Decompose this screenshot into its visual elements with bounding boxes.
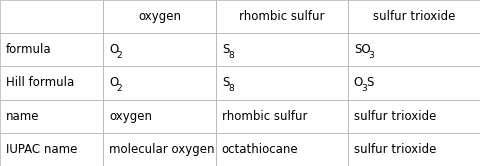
Bar [0,66,103,100]
Text: O: O [354,77,363,89]
Text: sulfur trioxide: sulfur trioxide [354,143,436,156]
Bar [216,100,348,133]
Text: rhombic sulfur: rhombic sulfur [222,110,307,123]
Bar [103,0,216,33]
Bar [103,33,216,66]
Text: 3: 3 [361,84,367,93]
Bar [216,133,348,166]
Text: Hill formula: Hill formula [6,77,74,89]
Bar [216,66,348,100]
Bar [348,33,480,66]
Bar [348,100,480,133]
Text: oxygen: oxygen [109,110,152,123]
Bar [0,100,103,133]
Text: O: O [109,43,118,56]
Text: 2: 2 [116,51,121,60]
Text: S: S [222,43,229,56]
Text: 8: 8 [229,51,235,60]
Text: sulfur trioxide: sulfur trioxide [354,110,436,123]
Bar [348,66,480,100]
Bar [348,0,480,33]
Bar [216,0,348,33]
Bar [103,100,216,133]
Text: 2: 2 [116,84,121,93]
Text: 8: 8 [229,84,235,93]
Text: octathiocane: octathiocane [222,143,299,156]
Bar [0,33,103,66]
Text: molecular oxygen: molecular oxygen [109,143,215,156]
Text: S: S [222,77,229,89]
Bar [103,133,216,166]
Text: rhombic sulfur: rhombic sulfur [239,10,325,23]
Text: 3: 3 [368,51,373,60]
Text: S: S [366,77,373,89]
Text: SO: SO [354,43,371,56]
Text: sulfur trioxide: sulfur trioxide [373,10,455,23]
Text: IUPAC name: IUPAC name [6,143,77,156]
Text: formula: formula [6,43,51,56]
Bar [0,133,103,166]
Bar [0,0,103,33]
Bar [216,33,348,66]
Text: oxygen: oxygen [138,10,181,23]
Text: O: O [109,77,118,89]
Text: name: name [6,110,39,123]
Bar [103,66,216,100]
Bar [348,133,480,166]
